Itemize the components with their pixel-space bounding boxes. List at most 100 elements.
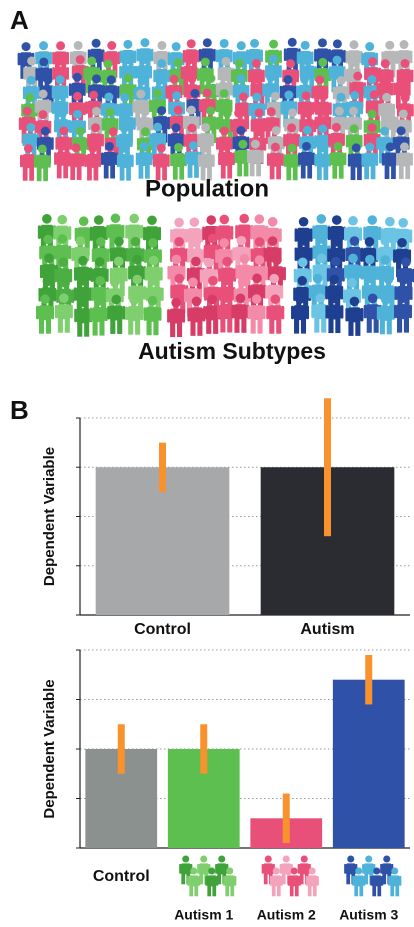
person-arm xyxy=(115,118,119,131)
person-head xyxy=(300,855,308,863)
person-leg xyxy=(43,165,48,182)
person-head xyxy=(92,74,102,84)
person-icon xyxy=(312,253,331,293)
person-arm xyxy=(23,67,26,80)
person-head xyxy=(226,867,234,875)
person-leg xyxy=(253,94,258,111)
person-leg xyxy=(145,128,151,144)
person-leg xyxy=(101,298,107,316)
person-leg xyxy=(177,320,183,338)
person-arm xyxy=(232,136,236,150)
person-head xyxy=(91,106,101,116)
person-leg xyxy=(364,872,369,885)
person-head xyxy=(365,254,375,265)
person-head xyxy=(200,57,210,67)
person-arm xyxy=(119,50,123,64)
person-leg xyxy=(268,296,274,314)
person-body xyxy=(296,246,311,262)
person-arm xyxy=(149,99,152,113)
person-body xyxy=(236,149,250,164)
person-leg xyxy=(109,236,115,253)
y-axis-label: Dependent Variable xyxy=(41,679,58,818)
person-icon xyxy=(345,296,364,336)
person-arm xyxy=(73,267,77,281)
person-head xyxy=(401,257,411,267)
person-body xyxy=(237,264,252,280)
person-head xyxy=(348,215,358,226)
person-head xyxy=(72,91,82,101)
person-leg xyxy=(382,872,387,885)
person-leg xyxy=(395,884,400,897)
person-head xyxy=(132,254,142,265)
person-leg xyxy=(93,165,99,181)
person-body xyxy=(347,307,362,323)
person-leg xyxy=(189,279,195,296)
person-body xyxy=(249,305,264,321)
person-body xyxy=(22,154,35,169)
person-head xyxy=(186,39,196,49)
person-leg xyxy=(317,164,322,180)
person-arm xyxy=(159,249,162,263)
person-icon xyxy=(73,276,92,316)
person-arm xyxy=(296,85,299,99)
person-arm xyxy=(376,306,380,320)
person-head xyxy=(108,127,118,137)
person-leg xyxy=(84,320,90,337)
person-arm xyxy=(346,101,349,115)
person-leg xyxy=(307,163,313,179)
person-arm xyxy=(135,65,138,79)
person-icon xyxy=(329,142,347,179)
person-arm xyxy=(309,268,312,283)
person-arm xyxy=(186,267,190,282)
person-icon xyxy=(107,294,126,334)
person-arm xyxy=(197,154,201,167)
person-head xyxy=(174,217,184,228)
person-leg xyxy=(384,163,390,180)
person-leg xyxy=(357,164,362,181)
person-arm xyxy=(167,133,171,147)
person-head xyxy=(89,90,99,100)
person-head xyxy=(254,237,265,247)
person-icon xyxy=(344,215,363,256)
person-body xyxy=(42,264,56,280)
person-arm xyxy=(183,134,187,147)
person-arm xyxy=(311,101,315,115)
person-arm xyxy=(234,875,237,886)
person-head xyxy=(157,40,167,50)
person-head xyxy=(57,141,67,151)
person-leg xyxy=(188,240,194,257)
person-head xyxy=(119,123,129,133)
person-head xyxy=(155,75,165,85)
person-arm xyxy=(121,288,124,303)
person-head xyxy=(106,75,116,85)
person-arm xyxy=(250,119,254,132)
person-arm xyxy=(409,304,413,319)
person-arm xyxy=(69,51,73,65)
person-body xyxy=(366,304,380,320)
person-head xyxy=(184,55,194,65)
person-icon xyxy=(67,143,85,180)
person-head xyxy=(157,58,167,68)
person-head xyxy=(385,40,395,50)
person-arm xyxy=(379,286,383,300)
person-arm xyxy=(381,116,385,130)
person-leg xyxy=(131,297,137,315)
person-arm xyxy=(314,116,318,130)
person-arm xyxy=(115,134,119,148)
person-arm xyxy=(296,69,300,83)
person-head xyxy=(152,88,162,98)
person-leg xyxy=(162,164,167,181)
person-head xyxy=(147,295,158,306)
person-head xyxy=(267,236,278,246)
person-head xyxy=(318,143,328,153)
person-body xyxy=(224,875,235,887)
person-body xyxy=(172,153,185,168)
person-arm xyxy=(101,152,104,166)
person-arm xyxy=(261,863,264,874)
person-icon xyxy=(187,867,201,897)
person-leg xyxy=(197,319,203,336)
person-head xyxy=(350,90,360,100)
person-arm xyxy=(216,137,219,150)
person-icon xyxy=(136,107,154,144)
person-head xyxy=(267,217,278,227)
